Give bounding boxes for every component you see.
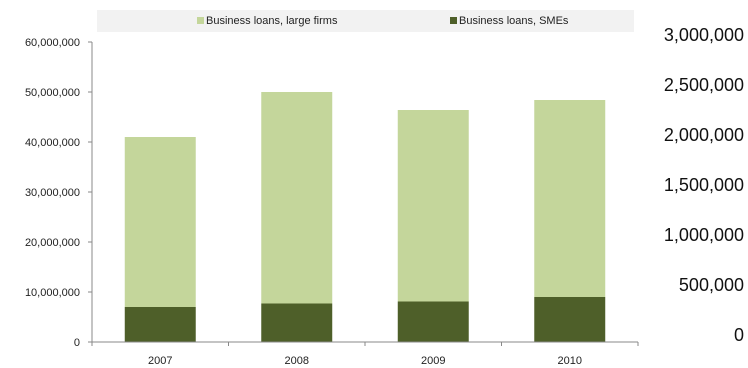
bar-smes-2009	[397, 301, 469, 342]
legend-swatch	[450, 17, 457, 24]
y-tick-label: 0	[74, 337, 80, 349]
y-tick-label: 40,000,000	[25, 137, 80, 149]
legend-box	[97, 10, 634, 32]
legend-swatch	[197, 17, 204, 24]
legend-label: Business loans, SMEs	[459, 15, 569, 27]
bar-smes-2008	[261, 303, 333, 342]
secondary-y-tick-label: 2,000,000	[664, 125, 744, 145]
y-tick-label: 50,000,000	[25, 87, 80, 99]
y-tick-label: 20,000,000	[25, 237, 80, 249]
y-tick-label: 10,000,000	[25, 287, 80, 299]
y-axis-ticks: 0 10,000,000 20,000,000 30,000,000 40,000,00…	[25, 37, 92, 349]
secondary-y-axis-ticks: 0 500,000 1,000,000 1,500,000 2,000,000 2,500…	[664, 25, 744, 345]
x-tick-label: 2010	[558, 355, 582, 367]
bar-smes-2007	[124, 307, 196, 342]
bar-large-firms-2009	[397, 110, 469, 302]
secondary-y-tick-label: 1,000,000	[664, 225, 744, 245]
legend-label: Business loans, large firms	[206, 15, 338, 27]
secondary-y-tick-label: 3,000,000	[664, 25, 744, 45]
bar-large-firms-2008	[261, 92, 333, 304]
bar-smes-2010	[534, 297, 606, 342]
bar-large-firms-2007	[124, 137, 196, 307]
secondary-y-tick-label: 0	[734, 325, 744, 345]
bar-large-firms-2010	[534, 100, 606, 297]
x-tick-label: 2008	[285, 355, 309, 367]
secondary-y-tick-label: 500,000	[679, 275, 744, 295]
y-tick-label: 60,000,000	[25, 37, 80, 49]
bars	[124, 92, 606, 342]
x-axis-ticks: 2007 2008 2009 2010	[91, 342, 639, 367]
legend: Business loans, large firms Business loan…	[197, 15, 569, 27]
x-tick-label: 2009	[421, 355, 445, 367]
y-tick-label: 30,000,000	[25, 187, 80, 199]
x-tick-label: 2007	[148, 355, 172, 367]
secondary-y-tick-label: 2,500,000	[664, 75, 744, 95]
secondary-y-tick-label: 1,500,000	[664, 175, 744, 195]
